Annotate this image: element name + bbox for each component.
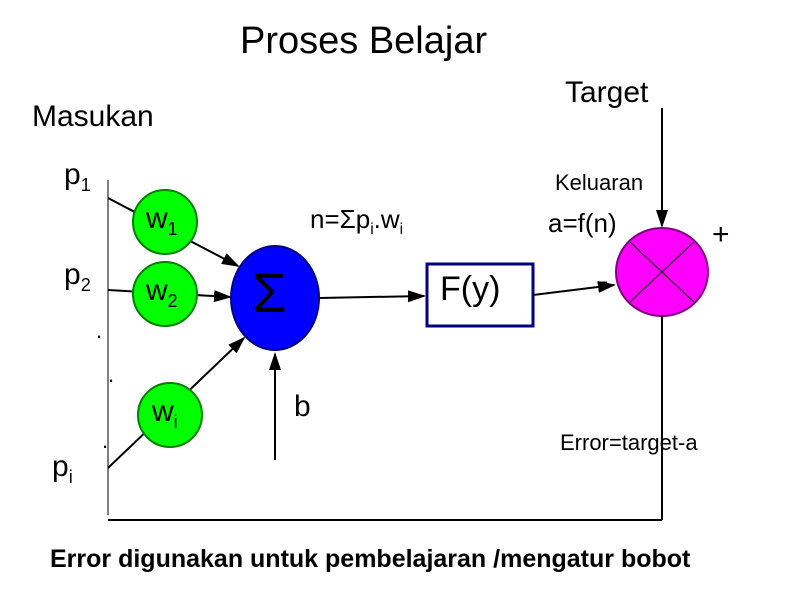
sigma-symbol: Σ bbox=[252, 260, 287, 325]
ellipsis-dot-1: . bbox=[96, 318, 102, 344]
weight-wi-label: wi bbox=[152, 395, 178, 433]
page-title: Proses Belajar bbox=[240, 20, 487, 63]
input-p1-label: p1 bbox=[64, 158, 91, 196]
input-p2-label: p2 bbox=[64, 258, 91, 296]
ellipsis-dot-2: . bbox=[108, 362, 114, 388]
error-equation-label: Error=target-a bbox=[560, 430, 698, 456]
weight-w2-label: w2 bbox=[146, 274, 178, 312]
sigma-to-fy-line bbox=[319, 296, 424, 298]
ellipsis-dot-3: . bbox=[102, 428, 108, 454]
n-equation-label: n=Σpi.wi bbox=[310, 204, 403, 239]
weight-w1-label: w1 bbox=[146, 202, 178, 240]
target-label: Target bbox=[565, 76, 648, 110]
diagram-canvas bbox=[0, 0, 794, 595]
a-equation-label: a=f(n) bbox=[548, 208, 617, 239]
bias-label: b bbox=[294, 390, 311, 424]
input-pi-label: pi bbox=[52, 450, 73, 488]
footer-text: Error digunakan untuk pembelajaran /meng… bbox=[50, 545, 690, 574]
activation-label: F(y) bbox=[440, 270, 500, 309]
minus-label: - bbox=[596, 260, 609, 303]
plus-label: + bbox=[712, 218, 730, 252]
keluaran-label: Keluaran bbox=[555, 170, 643, 196]
masukan-label: Masukan bbox=[32, 100, 154, 134]
